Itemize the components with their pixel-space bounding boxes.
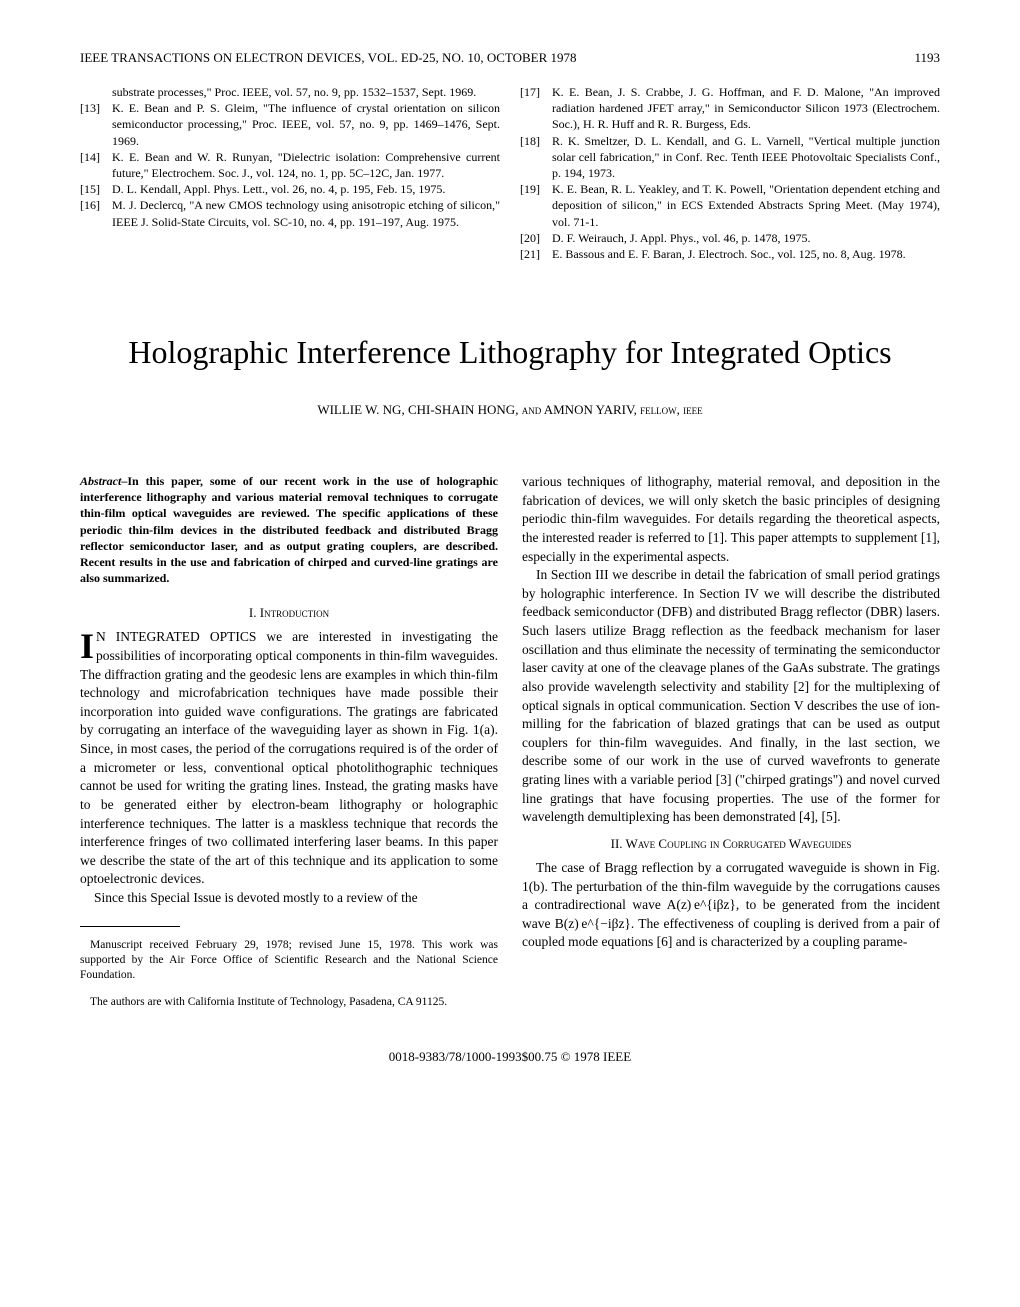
ref-number: [21]	[520, 246, 552, 262]
refs-left-column: substrate processes," Proc. IEEE, vol. 5…	[80, 84, 500, 262]
footnote-affiliation: The authors are with California Institut…	[80, 995, 498, 1010]
ref-text: K. E. Bean and W. R. Runyan, "Dielectric…	[112, 149, 500, 181]
footnote-rule	[80, 926, 180, 927]
intro-text: N INTEGRATED OPTICS we are interested in…	[80, 629, 498, 886]
refs-right-column: [17] K. E. Bean, J. S. Crabbe, J. G. Hof…	[520, 84, 940, 262]
ref-text: D. F. Weirauch, J. Appl. Phys., vol. 46,…	[552, 230, 940, 246]
ref-item: [20] D. F. Weirauch, J. Appl. Phys., vol…	[520, 230, 940, 246]
footnote-manuscript: Manuscript received February 29, 1978; r…	[80, 938, 498, 983]
abstract-text: –In this paper, some of our recent work …	[80, 474, 498, 585]
dropcap: I	[80, 628, 96, 661]
ref-item: [19] K. E. Bean, R. L. Yeakley, and T. K…	[520, 181, 940, 230]
section-heading-2: II. Wave Coupling in Corrugated Waveguid…	[522, 835, 940, 853]
ref-number: [16]	[80, 197, 112, 229]
article-title: Holographic Interference Lithography for…	[80, 332, 940, 372]
section-heading-intro: I. Introduction	[80, 604, 498, 622]
ref-item: [21] E. Bassous and E. F. Baran, J. Elec…	[520, 246, 940, 262]
body-columns: Abstract–In this paper, some of our rece…	[80, 473, 940, 1021]
journal-title: IEEE TRANSACTIONS ON ELECTRON DEVICES, V…	[80, 50, 577, 66]
abstract-label: Abstract	[80, 474, 121, 488]
right-paragraph-2: In Section III we describe in detail the…	[522, 566, 940, 827]
ref-item: [18] R. K. Smeltzer, D. L. Kendall, and …	[520, 133, 940, 182]
running-header: IEEE TRANSACTIONS ON ELECTRON DEVICES, V…	[80, 50, 940, 66]
ref-text: E. Bassous and E. F. Baran, J. Electroch…	[552, 246, 940, 262]
page: IEEE TRANSACTIONS ON ELECTRON DEVICES, V…	[0, 0, 1020, 1105]
intro-paragraph-2: Since this Special Issue is devoted most…	[80, 889, 498, 908]
ref-continuation: substrate processes," Proc. IEEE, vol. 5…	[80, 84, 500, 100]
ref-number: [17]	[520, 84, 552, 133]
authors-line: WILLIE W. NG, CHI-SHAIN HONG, and AMNON …	[80, 402, 940, 418]
ref-item: [16] M. J. Declercq, "A new CMOS technol…	[80, 197, 500, 229]
sec2-paragraph: The case of Bragg reflection by a corrug…	[522, 859, 940, 952]
ref-item: [13] K. E. Bean and P. S. Gleim, "The in…	[80, 100, 500, 149]
ref-number: [18]	[520, 133, 552, 182]
right-paragraph-1: various techniques of lithography, mater…	[522, 473, 940, 566]
intro-paragraph-1: IN INTEGRATED OPTICS we are interested i…	[80, 628, 498, 889]
ref-number: [14]	[80, 149, 112, 181]
ref-number: [19]	[520, 181, 552, 230]
ref-text: K. E. Bean and P. S. Gleim, "The influen…	[112, 100, 500, 149]
ref-text: K. E. Bean, R. L. Yeakley, and T. K. Pow…	[552, 181, 940, 230]
ref-number: [15]	[80, 181, 112, 197]
ref-number: [13]	[80, 100, 112, 149]
ref-item: [17] K. E. Bean, J. S. Crabbe, J. G. Hof…	[520, 84, 940, 133]
ref-item: [15] D. L. Kendall, Appl. Phys. Lett., v…	[80, 181, 500, 197]
ref-text: K. E. Bean, J. S. Crabbe, J. G. Hoffman,…	[552, 84, 940, 133]
abstract-block: Abstract–In this paper, some of our rece…	[80, 473, 498, 586]
page-number: 1193	[914, 50, 940, 66]
ref-text: R. K. Smeltzer, D. L. Kendall, and G. L.…	[552, 133, 940, 182]
references-block: substrate processes," Proc. IEEE, vol. 5…	[80, 84, 940, 262]
ref-item: [14] K. E. Bean and W. R. Runyan, "Diele…	[80, 149, 500, 181]
ref-number: [20]	[520, 230, 552, 246]
left-column: Abstract–In this paper, some of our rece…	[80, 473, 498, 1021]
right-column: various techniques of lithography, mater…	[522, 473, 940, 1021]
ref-text: D. L. Kendall, Appl. Phys. Lett., vol. 2…	[112, 181, 500, 197]
ref-text: M. J. Declercq, "A new CMOS technology u…	[112, 197, 500, 229]
page-footer: 0018-9383/78/1000-1993$00.75 © 1978 IEEE	[80, 1049, 940, 1065]
